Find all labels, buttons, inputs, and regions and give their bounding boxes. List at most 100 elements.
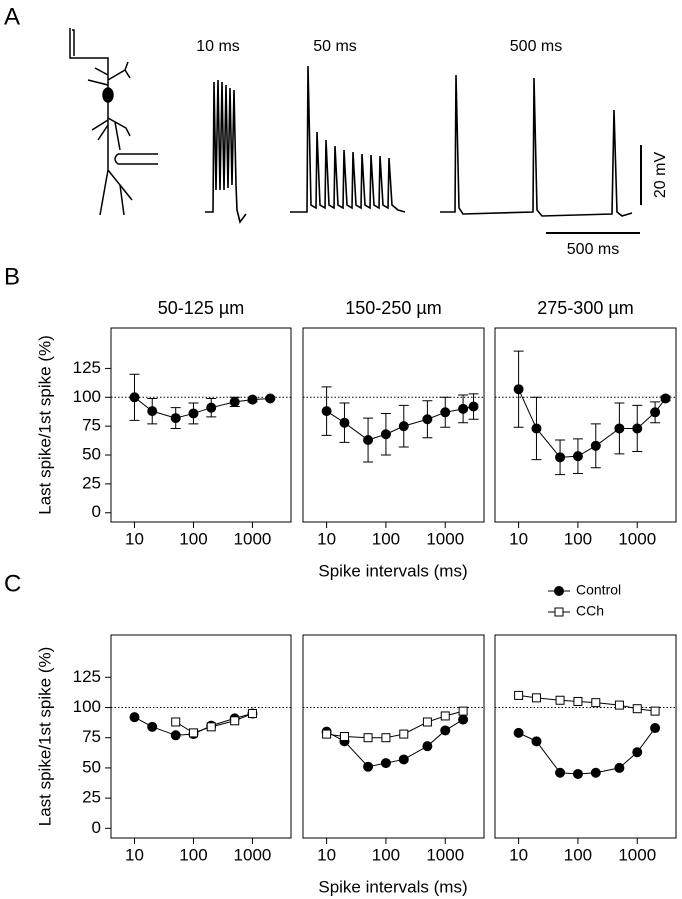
marker <box>422 741 433 752</box>
marker <box>322 729 332 739</box>
marker <box>458 403 469 414</box>
y-tick-label: 25 <box>82 473 101 492</box>
x-tick-label: 100 <box>179 529 207 548</box>
marker <box>339 417 350 428</box>
voltage-trace <box>290 65 406 213</box>
marker <box>650 706 660 716</box>
trace-label: 50 ms <box>313 38 357 55</box>
voltage-trace <box>205 79 247 224</box>
x-axis-label: Spike intervals (ms) <box>318 877 467 896</box>
marker <box>188 408 199 419</box>
x-tick-label: 1000 <box>618 845 656 864</box>
x-tick-label: 1000 <box>234 845 272 864</box>
marker <box>229 396 240 407</box>
marker <box>555 767 566 778</box>
scale-label: 20 mV <box>652 152 669 199</box>
x-tick-label: 100 <box>179 845 207 864</box>
y-tick-label: 125 <box>73 358 101 377</box>
plot-frame <box>302 327 485 523</box>
marker <box>147 406 158 417</box>
x-tick-label: 10 <box>125 529 144 548</box>
marker <box>398 421 409 432</box>
x-tick-label: 10 <box>509 845 528 864</box>
y-tick-label: 0 <box>92 502 101 521</box>
trace-label: 10 ms <box>196 38 240 55</box>
y-tick-label: 100 <box>73 697 101 716</box>
marker <box>381 733 391 743</box>
marker <box>380 758 391 769</box>
x-axis-label: Spike intervals (ms) <box>318 561 467 580</box>
y-tick-label: 0 <box>92 818 101 837</box>
marker <box>660 393 671 404</box>
x-tick-label: 100 <box>564 529 592 548</box>
marker <box>363 761 374 772</box>
y-tick-label: 125 <box>73 667 101 686</box>
x-tick-label: 10 <box>317 529 336 548</box>
marker <box>555 695 565 705</box>
marker <box>247 394 258 405</box>
marker <box>170 730 181 741</box>
y-tick-label: 100 <box>73 387 101 406</box>
marker <box>440 711 450 721</box>
marker <box>513 384 524 395</box>
marker <box>514 690 524 700</box>
marker <box>440 407 451 418</box>
marker <box>632 704 642 714</box>
plot-frame <box>110 634 292 839</box>
marker <box>206 722 216 732</box>
x-tick-label: 100 <box>372 845 400 864</box>
y-tick-label: 75 <box>82 416 101 435</box>
x-tick-label: 100 <box>564 845 592 864</box>
marker <box>398 754 409 765</box>
marker <box>650 407 661 418</box>
legend-marker <box>554 586 564 596</box>
y-tick-label: 50 <box>82 757 101 776</box>
marker <box>265 393 276 404</box>
plot-frame <box>110 327 292 523</box>
legend-label: CCh <box>576 603 604 619</box>
trace-label: 500 ms <box>510 38 562 55</box>
panel-label: B <box>4 263 20 290</box>
marker <box>591 698 601 708</box>
marker <box>147 721 158 732</box>
marker <box>247 709 257 719</box>
marker <box>170 413 181 424</box>
marker <box>129 712 140 723</box>
marker <box>590 767 601 778</box>
marker <box>572 768 583 779</box>
y-axis-label: Last spike/1st spike (%) <box>35 335 54 515</box>
marker <box>321 406 332 417</box>
marker <box>188 728 198 738</box>
subplot-title: 275-300 µm <box>537 298 633 318</box>
marker <box>468 401 479 412</box>
marker <box>129 392 140 403</box>
marker <box>531 423 542 434</box>
marker <box>440 725 451 736</box>
marker <box>230 716 240 726</box>
marker <box>614 700 624 710</box>
legend-marker <box>554 607 564 617</box>
marker <box>632 747 643 758</box>
marker <box>380 429 391 440</box>
scale-label: 500 ms <box>567 241 619 258</box>
x-tick-label: 1000 <box>618 529 656 548</box>
marker <box>614 762 625 773</box>
x-tick-label: 10 <box>509 529 528 548</box>
plot-frame <box>494 327 677 523</box>
y-tick-label: 25 <box>82 788 101 807</box>
x-tick-label: 1000 <box>426 845 464 864</box>
marker <box>458 706 468 716</box>
marker <box>573 696 583 706</box>
marker <box>422 717 432 727</box>
marker <box>572 451 583 462</box>
marker <box>422 414 433 425</box>
marker <box>206 402 217 413</box>
marker <box>458 714 469 725</box>
x-tick-label: 1000 <box>234 529 272 548</box>
marker <box>531 736 542 747</box>
plot-frame <box>494 634 677 839</box>
subplot-title: 150-250 µm <box>345 298 441 318</box>
plot-frame <box>302 634 485 839</box>
legend-label: Control <box>576 582 621 598</box>
